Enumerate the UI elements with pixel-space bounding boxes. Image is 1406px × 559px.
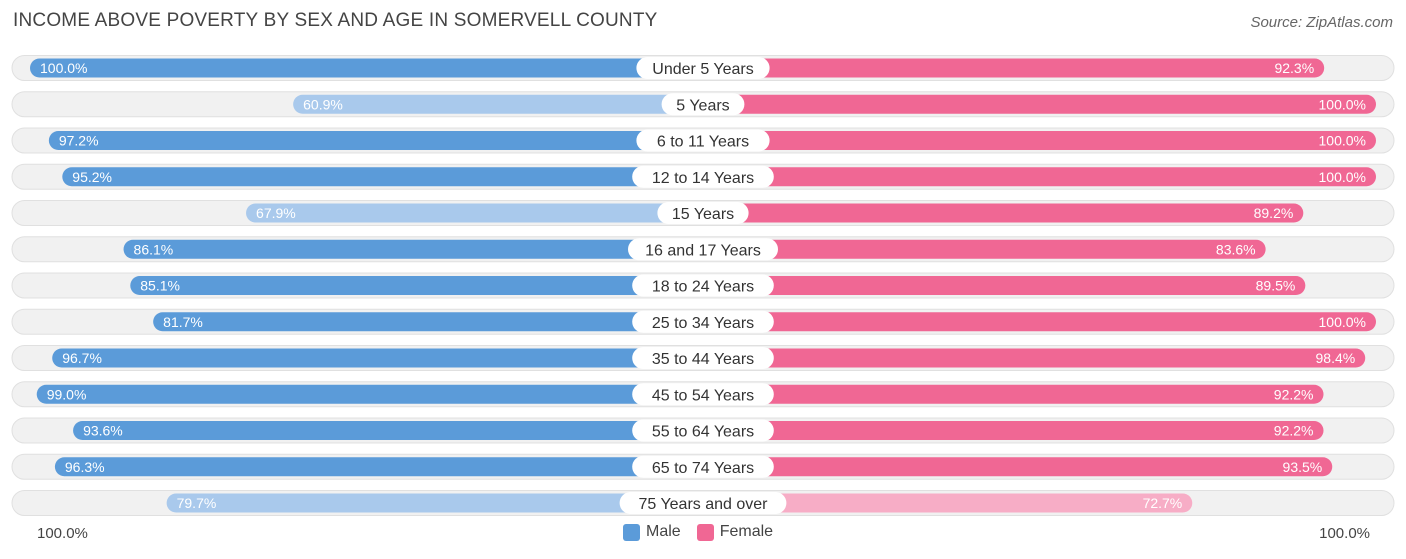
category-label-bg <box>628 238 778 261</box>
bar-female <box>703 457 1333 477</box>
value-label-female: 92.3% <box>1274 60 1314 76</box>
value-label-female: 72.7% <box>1143 495 1183 511</box>
value-label-male: 100.0% <box>40 60 87 76</box>
value-label-male: 79.7% <box>177 495 217 511</box>
value-label-male: 81.7% <box>163 314 203 330</box>
category-label: 65 to 74 Years <box>652 460 754 477</box>
value-label-female: 89.5% <box>1256 278 1296 294</box>
value-label-male: 93.6% <box>83 423 123 439</box>
chart-title: INCOME ABOVE POVERTY BY SEX AND AGE IN S… <box>13 10 658 31</box>
value-label-male: 97.2% <box>59 133 99 149</box>
category-label-bg <box>657 202 749 224</box>
bar-female <box>703 348 1366 368</box>
category-label: 16 and 17 Years <box>645 242 761 259</box>
bar-female <box>703 239 1266 259</box>
bar-male <box>293 94 703 114</box>
value-label-female: 100.0% <box>1319 133 1366 149</box>
value-label-male: 60.9% <box>303 96 343 112</box>
chart-source: Source: ZipAtlas.com <box>1250 14 1393 31</box>
bar-female <box>703 421 1324 440</box>
legend: Male Female <box>623 523 789 541</box>
bar-male <box>54 457 703 477</box>
bar-female <box>703 94 1376 114</box>
bar-female <box>703 312 1376 332</box>
category-label: 35 to 44 Years <box>652 351 754 368</box>
value-label-male: 99.0% <box>47 386 87 402</box>
category-label: 18 to 24 Years <box>652 279 754 296</box>
value-label-female: 100.0% <box>1319 96 1366 112</box>
category-label-bg <box>619 492 787 514</box>
category-label-bg <box>632 455 774 478</box>
bar-male <box>153 312 703 332</box>
value-label-male: 96.7% <box>62 350 102 366</box>
legend-swatch-female <box>696 523 714 541</box>
value-label-female: 93.5% <box>1283 459 1323 475</box>
value-label-male: 85.1% <box>140 278 180 294</box>
legend-item-female: Female <box>696 523 774 541</box>
bar-male <box>246 203 703 223</box>
value-label-male: 95.2% <box>72 169 112 185</box>
category-label-bg <box>636 129 770 152</box>
category-label: Under 5 Years <box>652 61 753 78</box>
bar-female <box>703 203 1304 223</box>
value-label-female: 98.4% <box>1316 350 1356 366</box>
bar-male <box>166 493 703 513</box>
bar-female <box>703 276 1306 295</box>
value-label-female: 83.6% <box>1216 241 1256 257</box>
axis-right-label: 100.0% <box>1319 525 1370 542</box>
bar-male <box>123 239 703 259</box>
bar-male <box>48 131 704 150</box>
category-label-bg <box>661 93 745 116</box>
value-label-female: 100.0% <box>1319 314 1366 330</box>
axis-left-label: 100.0% <box>37 525 88 542</box>
category-label-bg <box>632 347 774 369</box>
category-label: 12 to 14 Years <box>652 170 754 187</box>
category-label: 5 Years <box>676 97 729 114</box>
legend-swatch-male <box>623 523 640 541</box>
value-label-female: 100.0% <box>1319 169 1366 185</box>
bar-female <box>703 131 1376 150</box>
value-label-female: 89.2% <box>1254 205 1294 221</box>
category-label-bg <box>632 310 774 333</box>
category-label-bg <box>632 165 774 188</box>
category-label-bg <box>632 383 774 406</box>
bar-male <box>30 58 703 78</box>
category-label-bg <box>632 274 774 297</box>
category-label: 6 to 11 Years <box>657 134 749 151</box>
category-label: 15 Years <box>672 206 734 223</box>
legend-item-male: Male <box>623 523 681 541</box>
bar-female <box>703 167 1376 187</box>
bar-male <box>62 167 703 187</box>
value-label-female: 92.2% <box>1274 386 1314 402</box>
value-label-male: 67.9% <box>256 205 296 221</box>
category-label: 55 to 64 Years <box>652 424 754 441</box>
bar-male <box>73 421 703 440</box>
value-label-female: 92.2% <box>1274 423 1314 439</box>
category-label: 25 to 34 Years <box>652 315 754 332</box>
bar-male <box>130 276 704 295</box>
legend-label-male: Male <box>646 523 681 540</box>
category-label: 45 to 54 Years <box>652 387 754 404</box>
legend-label-female: Female <box>719 523 774 540</box>
bar-female <box>703 493 1193 513</box>
bar-male <box>36 384 704 404</box>
value-label-male: 96.3% <box>65 459 105 475</box>
category-label: 75 Years and over <box>639 496 769 513</box>
value-label-male: 86.1% <box>134 241 174 257</box>
bar-female <box>703 58 1325 78</box>
category-label-bg <box>636 57 770 79</box>
bar-female <box>703 384 1324 404</box>
category-label-bg <box>632 419 774 442</box>
bar-male <box>52 348 704 368</box>
